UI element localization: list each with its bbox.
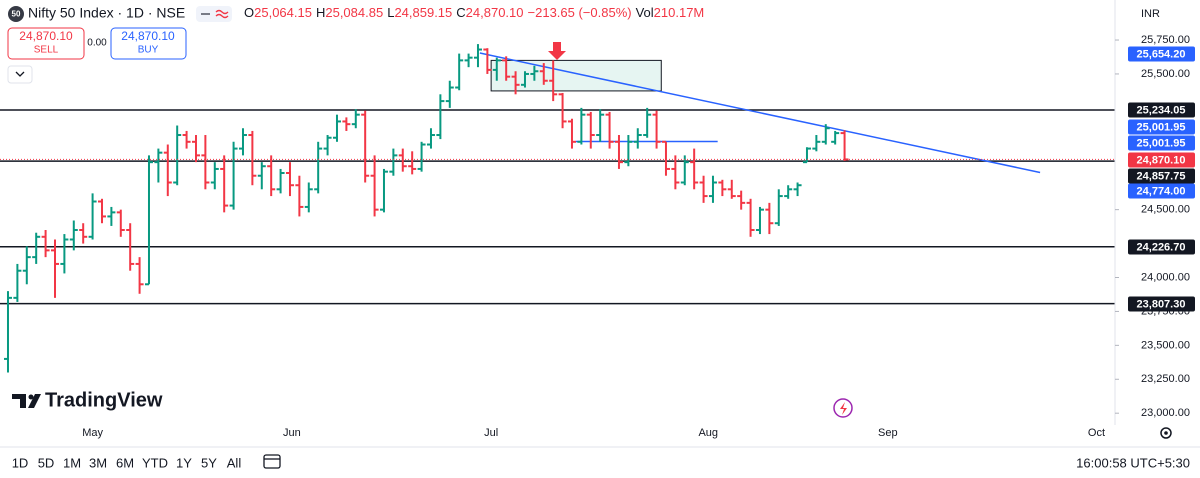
price-label-box: [1128, 296, 1195, 312]
logo-mark: [12, 394, 41, 408]
price-label: 25,001.95: [1137, 137, 1186, 149]
range-button[interactable]: 1Y: [176, 455, 192, 470]
ohlc-value: 25,064.15: [254, 5, 312, 20]
indicator-toggle[interactable]: [196, 6, 232, 22]
sell-button[interactable]: [7, 27, 85, 60]
buy-price: 24,870.10: [121, 29, 175, 43]
x-tick-label: Jul: [484, 427, 498, 439]
y-tick-label: 23,000.00: [1141, 407, 1190, 419]
y-tick-label: 23,500.00: [1141, 339, 1190, 351]
price-label: 24,870.10: [1137, 154, 1186, 166]
price-label-box: [1128, 168, 1195, 184]
price-label: 25,001.95: [1137, 121, 1186, 133]
price-label: 25,654.20: [1137, 48, 1186, 60]
icon: [1164, 431, 1168, 435]
range-button[interactable]: 5D: [38, 455, 55, 470]
x-tick-label: Aug: [698, 427, 718, 439]
icon: [840, 402, 847, 415]
y-tick-label: 25,750.00: [1141, 34, 1190, 46]
settings-button[interactable]: [1160, 427, 1172, 439]
range-button[interactable]: 5Y: [201, 455, 217, 470]
range-button[interactable]: 6M: [116, 455, 134, 470]
trendline: [479, 52, 1041, 174]
y-tick-label: 25,500.00: [1141, 68, 1190, 80]
plot-area: [0, 44, 1115, 373]
x-tick-label: Jun: [283, 427, 301, 439]
symbol-badge: [8, 6, 24, 22]
y-tick-label: 24,500.00: [1141, 204, 1190, 216]
logo-mark: [28, 394, 34, 400]
y-tick-label: 23,250.00: [1141, 373, 1190, 385]
price-label: 23,807.30: [1137, 298, 1186, 310]
price-label: 24,226.70: [1137, 241, 1186, 253]
buy-label: BUY: [138, 45, 159, 56]
range-toolbar: 1D 5D 1M 3M 6M YTD 1Y 5Y All: [12, 455, 242, 470]
price-axis: 25,750.0025,500.0024,500.0024,000.0023,7…: [1115, 34, 1195, 419]
price-label-box: [1128, 183, 1195, 199]
range-button[interactable]: YTD: [142, 455, 168, 470]
price-label-box: [1128, 239, 1195, 255]
currency[interactable]: INR: [1141, 8, 1160, 20]
x-tick-label: Sep: [878, 427, 898, 439]
ohlc-value: 24,859.15: [394, 5, 452, 20]
brand-name: TradingView: [45, 389, 163, 411]
icon: [215, 9, 229, 19]
price-label-box: [1128, 152, 1195, 168]
symbol-title[interactable]: Nifty 50 Index · 1D · NSE: [28, 5, 185, 21]
y-tick-label: 24,000.00: [1141, 271, 1190, 283]
ohlc-key: H: [316, 5, 325, 20]
ohlc-value: 25,084.85: [325, 5, 383, 20]
icon: [15, 71, 25, 77]
x-tick-label: May: [82, 427, 103, 439]
range-button[interactable]: All: [227, 455, 242, 470]
ohlc-key: C: [456, 5, 465, 20]
change: −213.65 (−0.85%): [528, 5, 632, 20]
vol-key: Vol: [636, 5, 654, 20]
ohlc-key: L: [387, 5, 394, 20]
price-label: 24,857.75: [1137, 170, 1186, 182]
ohlc-key: O: [244, 5, 254, 20]
arrow-marker: [548, 42, 566, 60]
price-label-box: [1128, 135, 1195, 151]
range-button[interactable]: 1M: [63, 455, 81, 470]
vol-value: 210.17M: [654, 5, 705, 20]
range-button[interactable]: 1D: [12, 455, 29, 470]
spread: 0.00: [87, 38, 107, 49]
sell-label: SELL: [34, 45, 59, 56]
price-label-box: [1128, 119, 1195, 135]
price-label: 25,234.05: [1137, 104, 1186, 116]
buy-button[interactable]: [110, 27, 187, 60]
x-tick-label: Oct: [1088, 427, 1105, 439]
ohlc-value: 24,870.10: [466, 5, 524, 20]
ohlc-legend: O25,064.15 H25,084.85 L24,859.15 C24,870.10…: [244, 5, 704, 20]
range-button[interactable]: 3M: [89, 455, 107, 470]
price-label: 24,774.00: [1137, 185, 1186, 197]
price-label-box: [1128, 102, 1195, 118]
date-range-button[interactable]: [263, 454, 281, 469]
symbol-badge-text: 50: [12, 10, 21, 19]
collapse-button[interactable]: [7, 65, 33, 84]
sell-price: 24,870.10: [19, 29, 73, 43]
price-label-box: [1128, 46, 1195, 62]
clock: 16:00:58 UTC+5:30: [1076, 455, 1190, 470]
